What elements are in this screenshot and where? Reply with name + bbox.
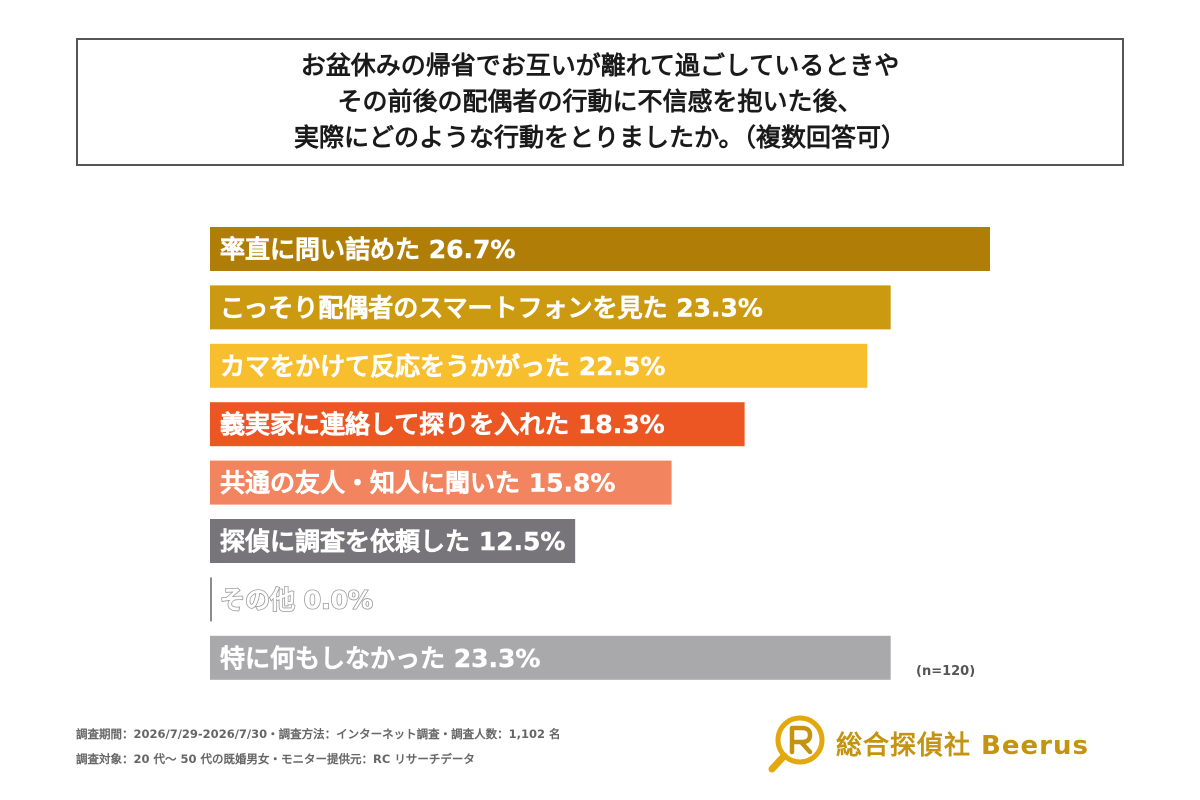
brand-logo: 総合探偵社 Beerus: [766, 712, 1089, 774]
survey-period-line: 調査期間：2026/7/29-2026/7/30・調査方法：インターネット調査・…: [76, 727, 561, 741]
sample-size-note: (n=120): [916, 664, 976, 679]
bar-5: [210, 460, 672, 505]
survey-footer: 調査期間：2026/7/29-2026/7/30・調査方法：インターネット調査・…: [76, 722, 560, 772]
survey-target-line: 調査対象：20 代〜 50 代の既婚男女・モニター提供元：RC リサーチデータ: [76, 752, 475, 766]
bar-6: [210, 519, 576, 563]
magnifier-r-logo-icon: [768, 715, 825, 773]
bar-1: [210, 227, 990, 271]
title-line-3: 実際にどのような行動をとりましたか。（複数回答可）: [293, 123, 906, 152]
bar-4: [210, 402, 745, 447]
title-line-2: その前後の配偶者の行動に不信感を抱いた後、: [337, 87, 863, 116]
bar-label-1: 率直に問い詰めた 26.7%: [220, 235, 515, 264]
bar-3: [210, 343, 868, 388]
bar-label-8: 特に何もしなかった 23.3%: [220, 644, 540, 673]
bar-label-2: こっそり配偶者のスマートフォンを見た 23.3%: [220, 293, 763, 322]
chart-title: お盆休みの帰省でお互いが離れて過ごしているときや その前後の配偶者の行動に不信感…: [76, 38, 1124, 166]
bar-label-3: カマをかけて反応をうかがった 22.5%: [220, 352, 665, 381]
bar-8: [210, 635, 891, 680]
brand-name: 総合探偵社 Beerus: [836, 730, 1089, 761]
bar-label-4: 義実家に連絡して探りを入れた 18.3%: [220, 410, 665, 439]
bar-label-5: 共通の友人・知人に聞いた 15.8%: [220, 469, 615, 498]
title-line-1: お盆休みの帰省でお互いが離れて過ごしているときや: [300, 51, 900, 80]
bar-label-7: その他 0.0%: [220, 585, 373, 614]
bar-label-6: 探偵に調査を依頼した 12.5%: [220, 527, 565, 556]
bar-2: [210, 285, 891, 330]
bar-7: [210, 577, 212, 622]
